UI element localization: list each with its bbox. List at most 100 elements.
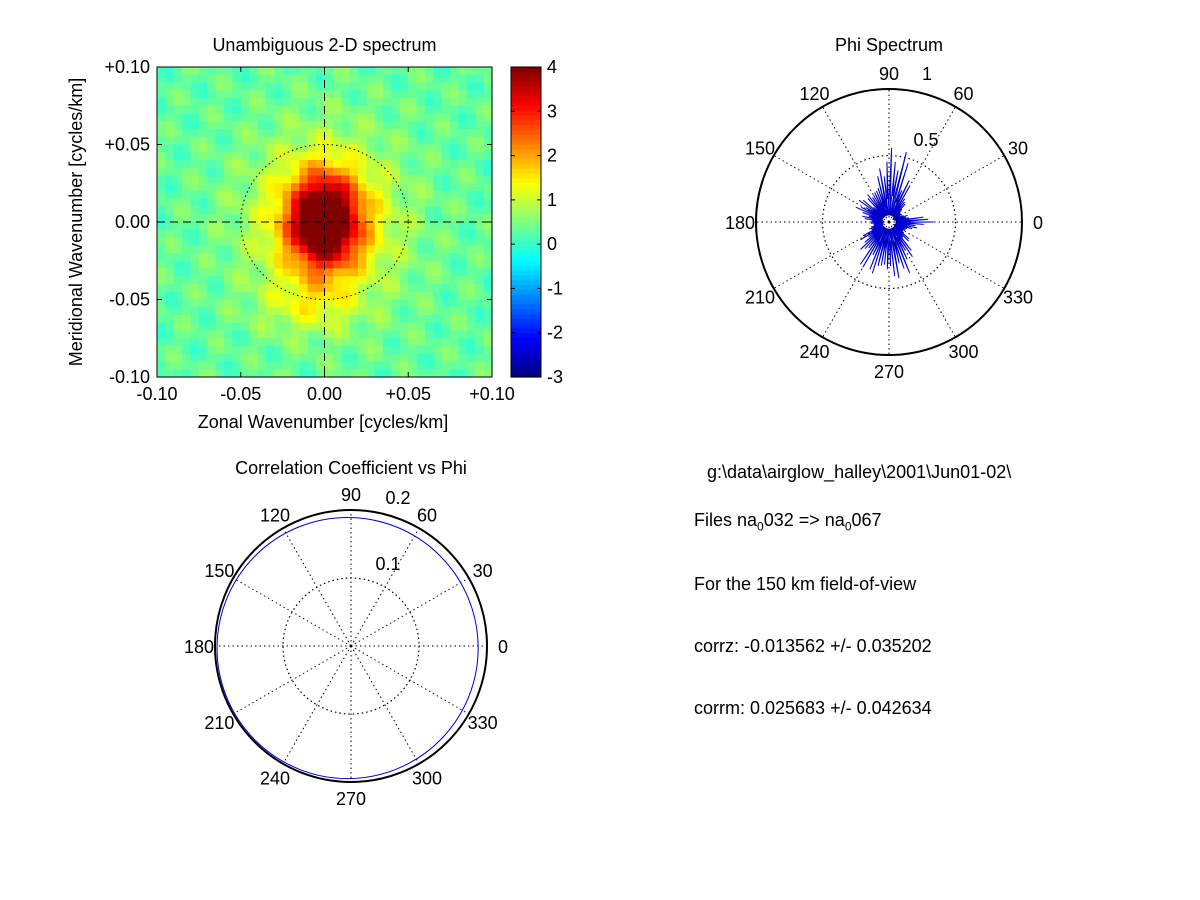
- heatmap-cell: [425, 160, 434, 169]
- heatmap-cell: [425, 191, 434, 200]
- heatmap-cell: [433, 82, 443, 91]
- heatmap-cell: [483, 315, 493, 324]
- heatmap-cell: [483, 237, 493, 246]
- heatmap-cell: [341, 229, 351, 239]
- heatmap-cell: [240, 353, 250, 363]
- correlation-chart-radial-grid: [282, 577, 420, 715]
- heatmap-cell: [483, 136, 493, 146]
- heatmap-cell: [383, 361, 393, 370]
- heatmap-cell: [366, 307, 376, 316]
- heatmap-cell: [441, 90, 451, 99]
- heatmap-cell: [265, 284, 275, 293]
- heatmap-cell: [408, 315, 418, 324]
- heatmap-cell: [450, 222, 460, 231]
- heatmap-cell: [399, 214, 409, 223]
- heatmap-cell: [399, 330, 409, 339]
- heatmap-cell: [257, 276, 267, 285]
- heatmap-cell: [450, 307, 460, 316]
- heatmap-cell: [307, 338, 317, 347]
- heatmap-cell: [374, 346, 384, 355]
- heatmap-cell: [265, 229, 275, 239]
- heatmap-cell: [416, 229, 426, 239]
- heatmap-cell: [358, 268, 367, 277]
- heatmap-cell: [257, 82, 267, 91]
- colorbar-segment: [511, 338, 541, 344]
- heatmap-cell: [466, 113, 476, 122]
- heatmap-cell: [182, 82, 192, 91]
- heatmap-cell: [257, 105, 267, 115]
- heatmap-cell: [190, 237, 200, 246]
- heatmap-cell: [299, 353, 309, 363]
- heatmap-cell: [441, 268, 451, 277]
- heatmap-cell: [207, 361, 217, 370]
- heatmap-cell: [391, 353, 401, 363]
- heatmap-cell: [157, 307, 166, 316]
- heatmap-cell: [475, 307, 485, 316]
- heatmap-cell: [349, 82, 359, 91]
- heatmap-cell: [274, 245, 284, 254]
- heatmap-cell: [466, 245, 476, 254]
- correlation-radial-label: 0.2: [385, 488, 410, 508]
- heatmap-cell: [265, 237, 275, 246]
- heatmap-cell: [458, 369, 468, 378]
- heatmap-cell: [307, 121, 317, 130]
- heatmap-cell: [299, 229, 309, 239]
- heatmap-cell: [299, 67, 309, 76]
- heatmap-cell: [265, 136, 275, 146]
- heatmap-cell: [349, 105, 359, 115]
- colorbar-segment: [511, 328, 541, 335]
- heatmap-cell: [458, 214, 468, 223]
- heatmap-cell: [165, 245, 175, 254]
- heatmap-cell: [282, 129, 292, 138]
- heatmap-cell: [458, 206, 468, 215]
- heatmap-cell: [349, 338, 359, 347]
- heatmap-cell: [165, 136, 175, 146]
- heatmap-cell: [441, 276, 451, 285]
- colorbar-segment: [511, 144, 541, 150]
- heatmap-cell: [165, 90, 175, 99]
- heatmap-cell: [316, 284, 326, 293]
- heatmap-cell: [316, 237, 326, 246]
- heatmap-cell: [358, 206, 367, 215]
- heatmap-cell: [232, 346, 242, 355]
- heatmap-cell: [441, 237, 451, 246]
- heatmap-cell: [408, 214, 418, 223]
- heatmap-cell: [291, 315, 300, 324]
- heatmap-cell: [324, 237, 334, 246]
- heatmap-cell: [391, 237, 401, 246]
- heatmap-cell: [182, 260, 192, 270]
- heatmap-cell: [366, 260, 376, 270]
- heatmap-cell: [299, 338, 309, 347]
- heatmap-cell: [240, 299, 250, 308]
- heatmap-cell: [374, 276, 384, 285]
- heatmap-cell: [366, 191, 376, 200]
- heatmap-cell: [332, 129, 342, 138]
- heatmap-cell: [224, 330, 233, 339]
- heatmap-cell: [416, 191, 426, 200]
- heatmap-cell: [458, 322, 468, 332]
- heatmap-cell: [316, 276, 326, 285]
- heatmap-cell: [291, 307, 300, 316]
- heatmap-cell: [198, 74, 208, 84]
- heatmap-cell: [483, 167, 493, 177]
- heatmap-cell: [374, 369, 384, 378]
- heatmap-cell: [450, 67, 460, 76]
- heatmap-cell: [316, 82, 326, 91]
- heatmap-cell: [332, 67, 342, 76]
- heatmap-cell: [291, 299, 300, 308]
- heatmap-cell: [215, 175, 225, 184]
- heatmap-cell: [274, 121, 284, 130]
- heatmap-cell: [157, 284, 166, 293]
- heatmap-cell: [341, 175, 351, 184]
- heatmap-cell: [391, 307, 401, 316]
- heatmap-cell: [224, 136, 233, 146]
- heatmap-cell: [249, 330, 259, 339]
- heatmap-cell: [157, 338, 166, 347]
- colorbar-tick-label: -3: [547, 367, 563, 387]
- heatmap-cell: [198, 206, 208, 215]
- heatmap-cell: [383, 144, 393, 153]
- heatmap-cell: [190, 338, 200, 347]
- heatmap-cell: [291, 113, 300, 122]
- heatmap-cell: [408, 260, 418, 270]
- heatmap-cell: [441, 175, 451, 184]
